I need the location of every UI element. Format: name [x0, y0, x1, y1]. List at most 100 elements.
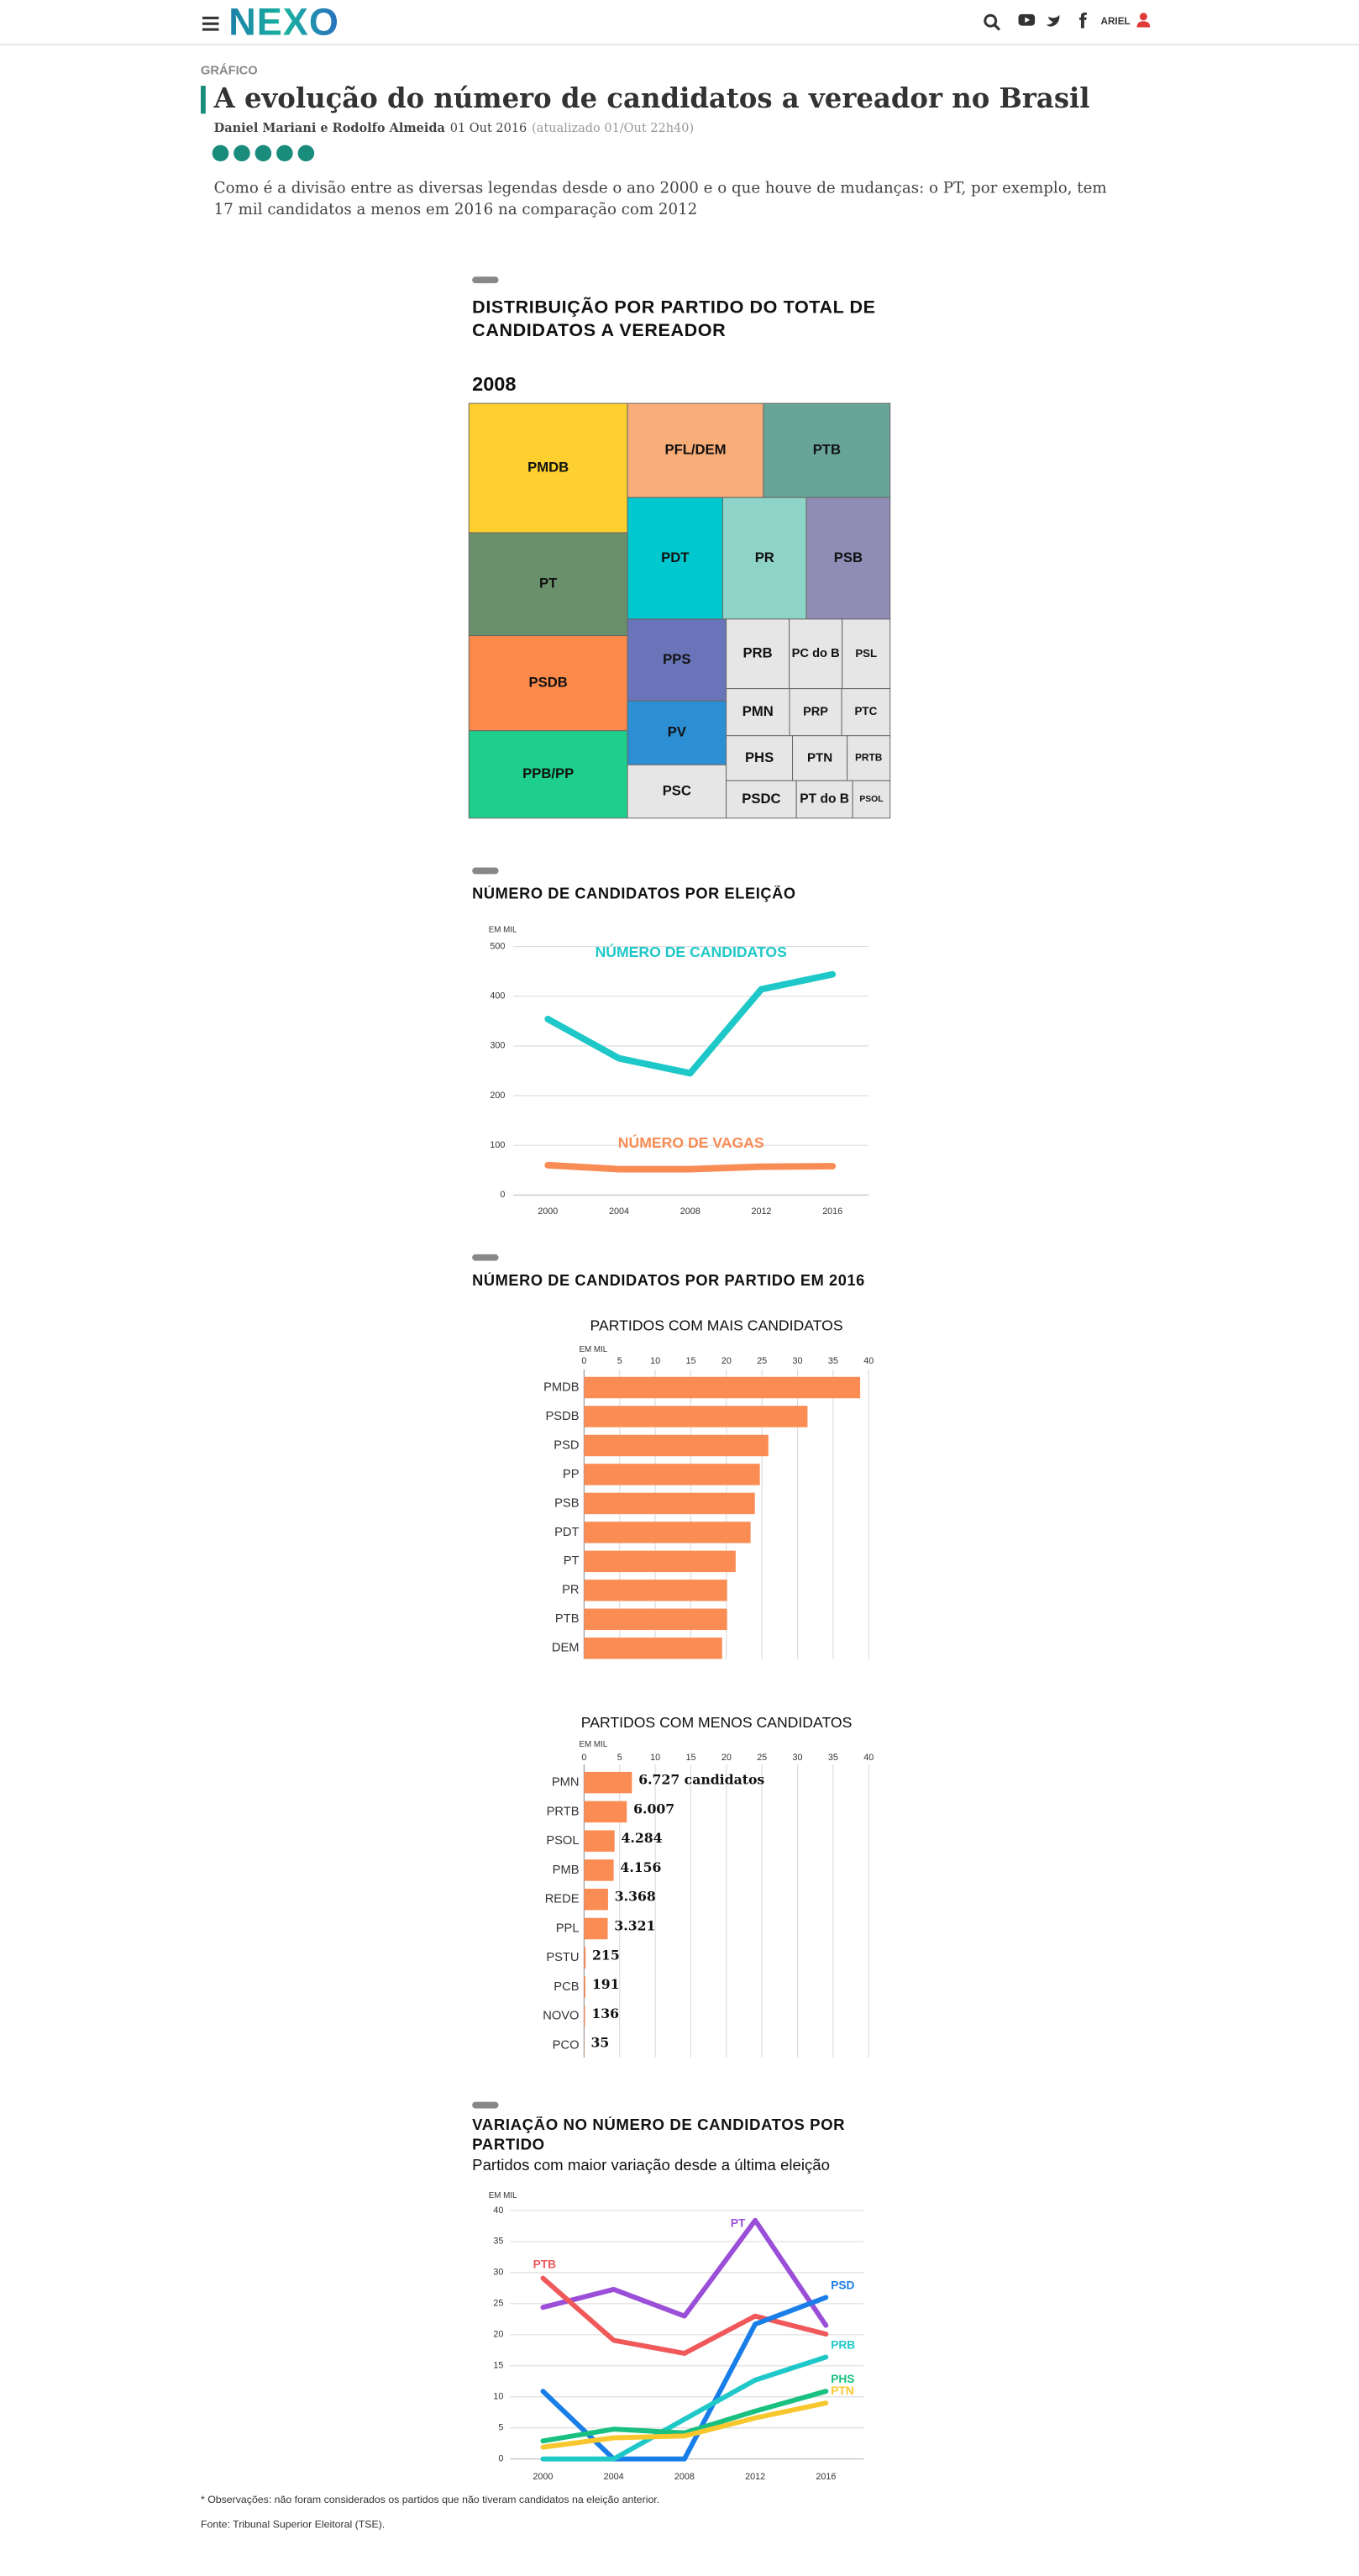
- source-note: Fonte: Tribunal Superior Eleitoral (TSE)…: [201, 2518, 385, 2530]
- bar: [584, 1464, 760, 1485]
- x-tick-label: 2012: [751, 1207, 771, 1217]
- treemap-cell: [726, 688, 790, 737]
- x-tick-label: 2000: [533, 2472, 553, 2482]
- bar: [584, 2006, 585, 2027]
- bar: [584, 1492, 755, 1515]
- treemap-cell: [789, 688, 842, 737]
- y-tick-label: 10: [493, 2392, 503, 2402]
- bar: [584, 1522, 751, 1543]
- bar: [584, 1917, 608, 1940]
- chart-title: NÚMERO DE CANDIDATOS POR PARTIDO EM 2016: [472, 1272, 865, 1289]
- cell-label: PT: [539, 576, 557, 591]
- bar: [584, 1947, 586, 1969]
- treemap-cell: [842, 618, 891, 690]
- treemap-cell: [721, 497, 807, 620]
- category-label: PTB: [555, 1612, 580, 1626]
- cell-label: PPS: [663, 651, 690, 667]
- y-tick-label: 500: [490, 941, 505, 951]
- x-tick-label: 5: [617, 1753, 622, 1763]
- value-label: 191: [592, 1976, 620, 1992]
- bar: [584, 1801, 627, 1823]
- series-line: [540, 2354, 829, 2462]
- chart-title: VARIAÇÃO NO NÚMERO DE CANDIDATOS POR PAR…: [472, 2116, 846, 2155]
- series-label: PTN: [831, 2384, 853, 2397]
- logo[interactable]: NEXO: [228, 0, 339, 43]
- chart-title-box: VARIAÇÃO NO NÚMERO DE CANDIDATOS POR PAR…: [472, 2116, 846, 2155]
- chart-title-box: DISTRIBUIÇÃO POR PARTIDO DO TOTAL DE CAN…: [472, 298, 875, 341]
- category-label: PSD: [554, 1438, 579, 1452]
- bar: [584, 1830, 615, 1852]
- value-label: 35: [591, 2035, 610, 2051]
- y-tick-label: 200: [490, 1091, 505, 1101]
- x-tick-label: 10: [650, 1753, 660, 1763]
- x-tick-label: 2004: [609, 1207, 629, 1217]
- y-tick-label: 15: [493, 2361, 503, 2371]
- bar: [584, 1406, 808, 1427]
- x-tick-label: 15: [685, 1356, 695, 1366]
- top-bar: NEXO ARIEL: [0, 0, 1359, 45]
- value-label: 4.284: [622, 1830, 663, 1846]
- bar: [584, 1771, 632, 1794]
- y-tick-label: 35: [493, 2237, 503, 2247]
- treemap-cell: [841, 688, 891, 737]
- x-tick-label: 30: [793, 1356, 803, 1366]
- series-line: [540, 2217, 829, 2328]
- value-label: 215: [592, 1947, 620, 1963]
- cell-label: PTB: [813, 442, 841, 458]
- category-label: DEM: [552, 1642, 580, 1655]
- cell-label: PSB: [834, 549, 863, 565]
- twitter-icon[interactable]: [1046, 14, 1060, 27]
- series-label: PTB: [533, 2258, 557, 2270]
- treemap-cell: [468, 730, 628, 819]
- bar: [584, 1580, 727, 1601]
- category-label: PDT: [554, 1526, 579, 1539]
- user-icon[interactable]: [1136, 13, 1151, 28]
- bar: [584, 1434, 769, 1457]
- x-tick-label: 25: [757, 1753, 767, 1763]
- chart-subtitle: 2008: [472, 373, 516, 395]
- bar: [584, 1888, 608, 1911]
- section-marker: [472, 867, 499, 875]
- chart-title: NÚMERO DE CANDIDATOS POR ELEIÇÃO: [472, 886, 796, 902]
- category-label: PMDB: [543, 1380, 580, 1394]
- category-label: PCB: [554, 1980, 579, 1994]
- bar: [584, 1376, 861, 1399]
- category-label: PSDB: [546, 1410, 580, 1423]
- x-tick-label: 30: [793, 1753, 803, 1763]
- y-tick-label: 30: [493, 2268, 503, 2278]
- treemap-cell: [627, 700, 727, 765]
- cell-label: PRTB: [855, 752, 883, 764]
- value-label: 6.007: [633, 1801, 674, 1816]
- y-tick-label: 0: [500, 1190, 505, 1200]
- series-line: [540, 2400, 829, 2450]
- cell-label: PDT: [661, 549, 689, 565]
- search-icon[interactable]: [984, 13, 1001, 31]
- menu-icon[interactable]: [202, 16, 219, 31]
- x-tick-label: 2016: [816, 2472, 836, 2482]
- category-label: PRTB: [547, 1805, 580, 1818]
- cell-label: PV: [668, 724, 686, 740]
- cell-label: PMDB: [527, 460, 569, 476]
- bar: [584, 1550, 736, 1573]
- x-axis-label: EM MIL: [580, 1345, 608, 1354]
- treemap-cell: [468, 532, 628, 637]
- treemap-cell: [627, 764, 727, 819]
- treemap-cell: [627, 402, 764, 498]
- facebook-icon[interactable]: [1078, 12, 1087, 29]
- treemap-cell: [468, 635, 628, 732]
- y-tick-label: 100: [490, 1140, 505, 1150]
- treemap-cell: [852, 780, 891, 819]
- category-label: PT: [564, 1554, 580, 1568]
- cell-label: PSDB: [529, 675, 568, 691]
- youtube-icon[interactable]: [1018, 13, 1036, 26]
- cell-label: PTC: [855, 705, 878, 718]
- category-label: PMB: [553, 1864, 580, 1877]
- cell-label: PPB/PP: [522, 765, 574, 781]
- x-tick-label: 40: [863, 1753, 874, 1763]
- cell-label: PSOL: [859, 795, 884, 804]
- user-name[interactable]: ARIEL: [1100, 16, 1130, 27]
- share-icons[interactable]: [212, 145, 315, 162]
- chart-subtitle: PARTIDOS COM MENOS CANDIDATOS: [581, 1714, 853, 1731]
- cell-label: PRB: [743, 645, 773, 661]
- category-label: REDE: [545, 1893, 580, 1906]
